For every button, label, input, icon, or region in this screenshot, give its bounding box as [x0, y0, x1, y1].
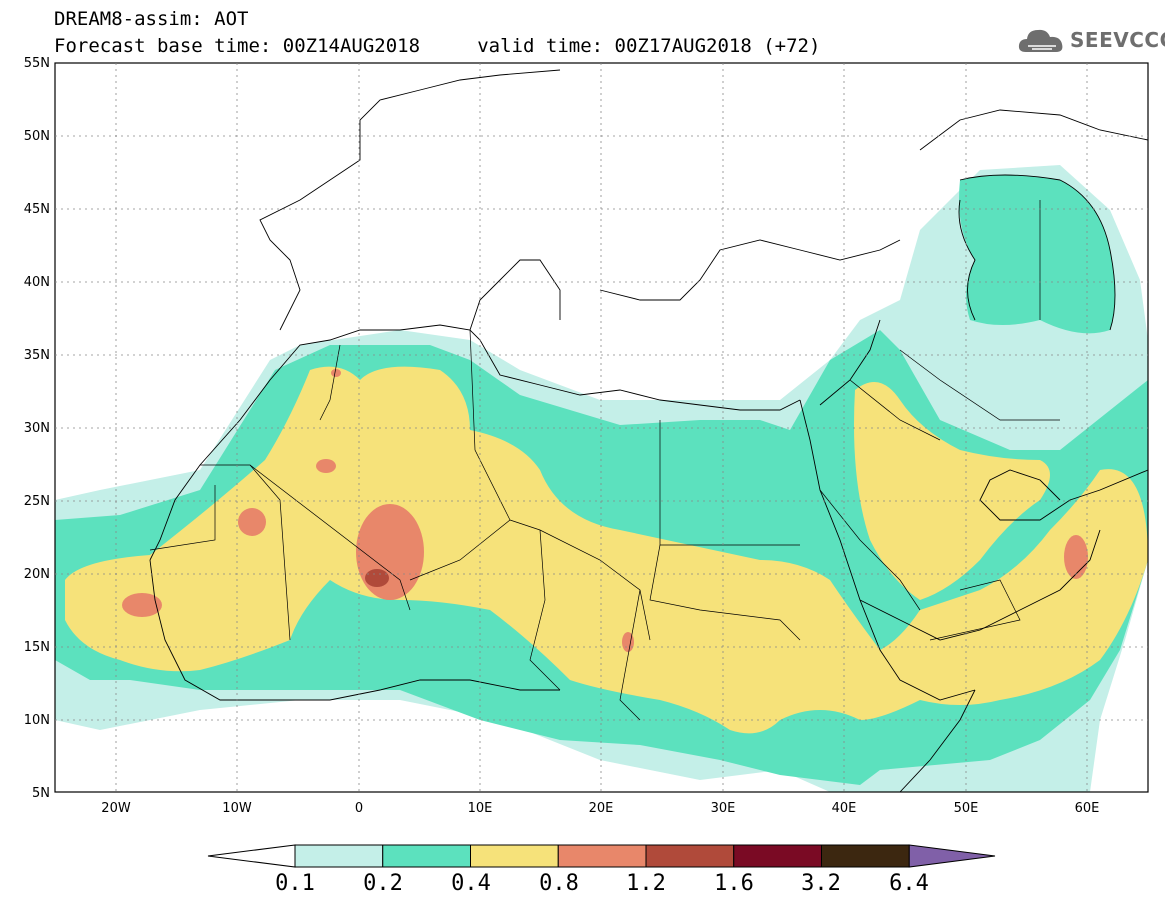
colorbar — [207, 844, 996, 868]
lon-tick: 40E — [832, 801, 857, 816]
colorbar-swatch — [382, 844, 471, 868]
colorbar-swatch — [733, 844, 822, 868]
aot-contour-arabia — [854, 382, 1050, 600]
lon-tick: 10E — [468, 801, 493, 816]
lat-tick: 5N — [32, 786, 50, 801]
brand-text: SEEVCCC — [1070, 28, 1165, 52]
aot-contour-0.4 — [65, 366, 1148, 734]
lon-tick-labels: 20W 10W 0 10E 20E 30E 40E 50E 60E — [101, 801, 1099, 816]
aot-patch-algeria — [316, 459, 336, 473]
lat-tick: 55N — [24, 56, 50, 71]
colorbar-label: 0.1 — [275, 871, 315, 896]
aot-patch-senegal — [122, 593, 162, 617]
coastlines — [149, 69, 1148, 792]
colorbar-label: 0.4 — [451, 871, 491, 896]
aot-patch-mauritania — [238, 508, 266, 536]
lon-tick: 20W — [101, 801, 131, 816]
lat-tick: 20N — [24, 567, 50, 582]
aot-patch-oman — [1064, 535, 1088, 579]
lat-tick: 35N — [24, 348, 50, 363]
aot-patch-morocco — [331, 369, 341, 377]
colorbar-swatch — [645, 844, 735, 868]
lon-tick: 50E — [954, 801, 979, 816]
chart-title-line2: Forecast base time: 00Z14AUG2018 valid t… — [54, 35, 821, 57]
lon-tick: 60E — [1075, 801, 1100, 816]
lat-tick: 30N — [24, 421, 50, 436]
colorbar-labels: 0.1 0.2 0.4 0.8 1.2 1.6 3.2 6.4 — [275, 871, 929, 896]
lat-tick: 50N — [24, 129, 50, 144]
colorbar-swatch — [470, 844, 559, 868]
lon-tick: 10W — [222, 801, 252, 816]
lat-tick: 45N — [24, 202, 50, 217]
aot-core-mali — [365, 569, 389, 587]
lon-tick: 0 — [355, 801, 363, 816]
lat-tick: 40N — [24, 275, 50, 290]
plot-frame — [54, 62, 1149, 793]
colorbar-label: 6.4 — [889, 871, 929, 896]
aot-contour-caspian — [959, 175, 1115, 334]
aot-patch-mali — [356, 504, 424, 600]
colorbar-label: 3.2 — [801, 871, 841, 896]
lon-tick: 30E — [711, 801, 736, 816]
colorbar-arrow-high — [908, 844, 996, 868]
seevccc-logo: SEEVCCC — [1016, 24, 1165, 60]
cloud-icon — [1018, 29, 1063, 52]
colorbar-label: 1.6 — [714, 871, 754, 896]
lat-tick: 25N — [24, 494, 50, 509]
colorbar-label: 1.2 — [626, 871, 666, 896]
aot-field — [55, 165, 1148, 792]
country-borders — [149, 200, 1060, 721]
gridlines — [55, 63, 1148, 792]
colorbar-swatch — [294, 844, 384, 868]
lon-tick: 20E — [589, 801, 614, 816]
colorbar-swatch — [557, 844, 647, 868]
colorbar-arrow-low — [207, 844, 296, 868]
colorbar-label: 0.8 — [539, 871, 579, 896]
colorbar-swatch — [821, 844, 910, 868]
lat-tick-labels: 55N 50N 45N 40N 35N 30N 25N 20N 15N 10N … — [24, 56, 50, 801]
lat-tick: 15N — [24, 640, 50, 655]
chart-title-line1: DREAM8-assim: AOT — [54, 8, 249, 30]
colorbar-label: 0.2 — [363, 871, 403, 896]
lat-tick: 10N — [24, 713, 50, 728]
aot-patch-chad — [622, 632, 634, 652]
